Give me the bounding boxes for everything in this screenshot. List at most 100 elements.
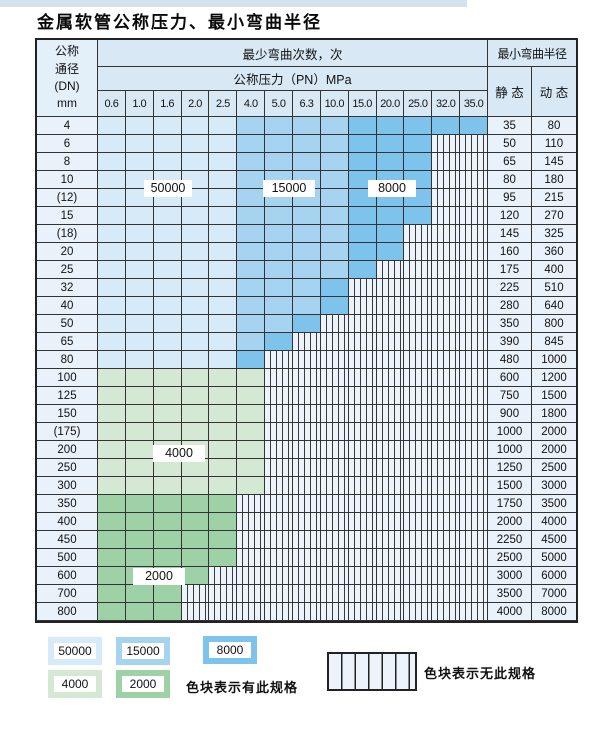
- spec-cell-g1: [153, 477, 182, 495]
- spec-cell-g1: [153, 387, 182, 405]
- dn-cell: 150: [37, 405, 98, 423]
- spec-cell-b2: [320, 261, 349, 279]
- no-spec-cell: [460, 369, 488, 387]
- table-row: 350 1750 3500: [37, 495, 576, 513]
- spec-cell-b1: [181, 297, 210, 315]
- pn-column-header: 0.6: [98, 91, 126, 117]
- no-spec-cell: [460, 243, 488, 261]
- no-spec-cell: [376, 369, 405, 387]
- no-spec-cell: [432, 441, 461, 459]
- no-spec-cell: [237, 549, 266, 567]
- no-spec-cell: [404, 495, 433, 513]
- spec-cell-g1: [98, 387, 126, 405]
- dn-cell: 700: [37, 585, 98, 603]
- spec-cell-b1: [209, 225, 238, 243]
- dynamic-value-cell: 1500: [532, 387, 576, 405]
- spec-cell-b1: [209, 243, 238, 261]
- spec-cell-g2: [181, 549, 210, 567]
- spec-cell-g2: [98, 531, 126, 549]
- spec-cell-b1: [181, 333, 210, 351]
- no-spec-cell: [376, 567, 405, 585]
- static-value-cell: 225: [488, 279, 532, 297]
- table-row: 80 480 1000: [37, 351, 576, 369]
- dynamic-value-cell: 4000: [532, 513, 576, 531]
- no-spec-cell: [265, 405, 293, 423]
- static-value-cell: 280: [488, 297, 532, 315]
- no-spec-cell: [404, 405, 433, 423]
- spec-cell-b1: [181, 225, 210, 243]
- no-spec-cell: [432, 153, 461, 171]
- table-row: 700 3500 7000: [37, 585, 576, 603]
- legend-no-spec-swatch: [327, 652, 417, 691]
- spec-cell-b1: [153, 243, 182, 261]
- no-spec-cell: [265, 531, 293, 549]
- spec-cell-b1: [209, 117, 238, 135]
- dynamic-value-cell: 2500: [532, 459, 576, 477]
- spec-cell-b1: [209, 297, 238, 315]
- no-spec-cell: [265, 513, 293, 531]
- no-spec-cell: [209, 585, 238, 603]
- spec-cell-g2: [98, 495, 126, 513]
- no-spec-cell: [460, 225, 488, 243]
- table-row: 400 2000 4000: [37, 513, 576, 531]
- spec-cell-b1: [98, 261, 126, 279]
- no-spec-cell: [404, 261, 433, 279]
- no-spec-cell: [265, 387, 293, 405]
- spec-cell-b1: [209, 333, 238, 351]
- no-spec-cell: [460, 387, 488, 405]
- dn-cell: 10: [37, 171, 98, 189]
- no-spec-cell: [460, 567, 488, 585]
- no-spec-cell: [376, 315, 405, 333]
- cycle-count-label: 2000: [133, 568, 185, 585]
- spec-cell-b2: [237, 297, 266, 315]
- spec-cell-b2: [237, 333, 266, 351]
- spec-cell-b1: [181, 279, 210, 297]
- spec-cell-g1: [209, 477, 238, 495]
- static-value-cell: 1000: [488, 441, 532, 459]
- spec-cell-g2: [125, 531, 154, 549]
- spec-cell-b2: [265, 315, 293, 333]
- dynamic-value-cell: 360: [532, 243, 576, 261]
- table-row: 450 2250 4500: [37, 531, 576, 549]
- dn-cell: 8: [37, 153, 98, 171]
- no-spec-cell: [293, 495, 321, 513]
- static-value-cell: 3000: [488, 567, 532, 585]
- no-spec-cell: [265, 495, 293, 513]
- spec-cell-g1: [237, 387, 266, 405]
- dn-cell: (12): [37, 189, 98, 207]
- no-spec-cell: [320, 495, 349, 513]
- spec-cell-g2: [181, 495, 210, 513]
- spec-cell-b1: [153, 297, 182, 315]
- spec-cell-g2: [98, 513, 126, 531]
- spec-cell-g2: [98, 603, 126, 621]
- spec-cell-g1: [209, 423, 238, 441]
- spec-cell-b2: [237, 171, 266, 189]
- spec-cell-g2: [153, 603, 182, 621]
- no-spec-cell: [404, 513, 433, 531]
- spec-cell-b1: [98, 297, 126, 315]
- pressure-header-cell: 公称压力（PN）MPa: [98, 67, 488, 91]
- spec-cell-b1: [153, 315, 182, 333]
- spec-cell-g1: [209, 459, 238, 477]
- no-spec-cell: [432, 297, 461, 315]
- spec-cell-g2: [209, 495, 238, 513]
- spec-cell-b1: [181, 351, 210, 369]
- spec-cell-g2: [209, 513, 238, 531]
- spec-cell-b3: [348, 207, 377, 225]
- spec-cell-b1: [181, 261, 210, 279]
- no-spec-cell: [237, 531, 266, 549]
- spec-cell-b1: [209, 153, 238, 171]
- pn-column-header: 20.0: [376, 91, 405, 117]
- spec-cell-b2: [265, 135, 293, 153]
- dynamic-value-cell: 510: [532, 279, 576, 297]
- no-spec-cell: [432, 567, 461, 585]
- static-value-cell: 600: [488, 369, 532, 387]
- no-spec-cell: [460, 189, 488, 207]
- legend-swatch-label: 8000: [209, 642, 251, 658]
- pn-column-header: 2.5: [209, 91, 238, 117]
- no-spec-cell: [348, 333, 377, 351]
- static-value-cell: 480: [488, 351, 532, 369]
- spec-cell-b1: [209, 351, 238, 369]
- spec-cell-b2: [237, 117, 266, 135]
- spec-cell-b1: [125, 225, 154, 243]
